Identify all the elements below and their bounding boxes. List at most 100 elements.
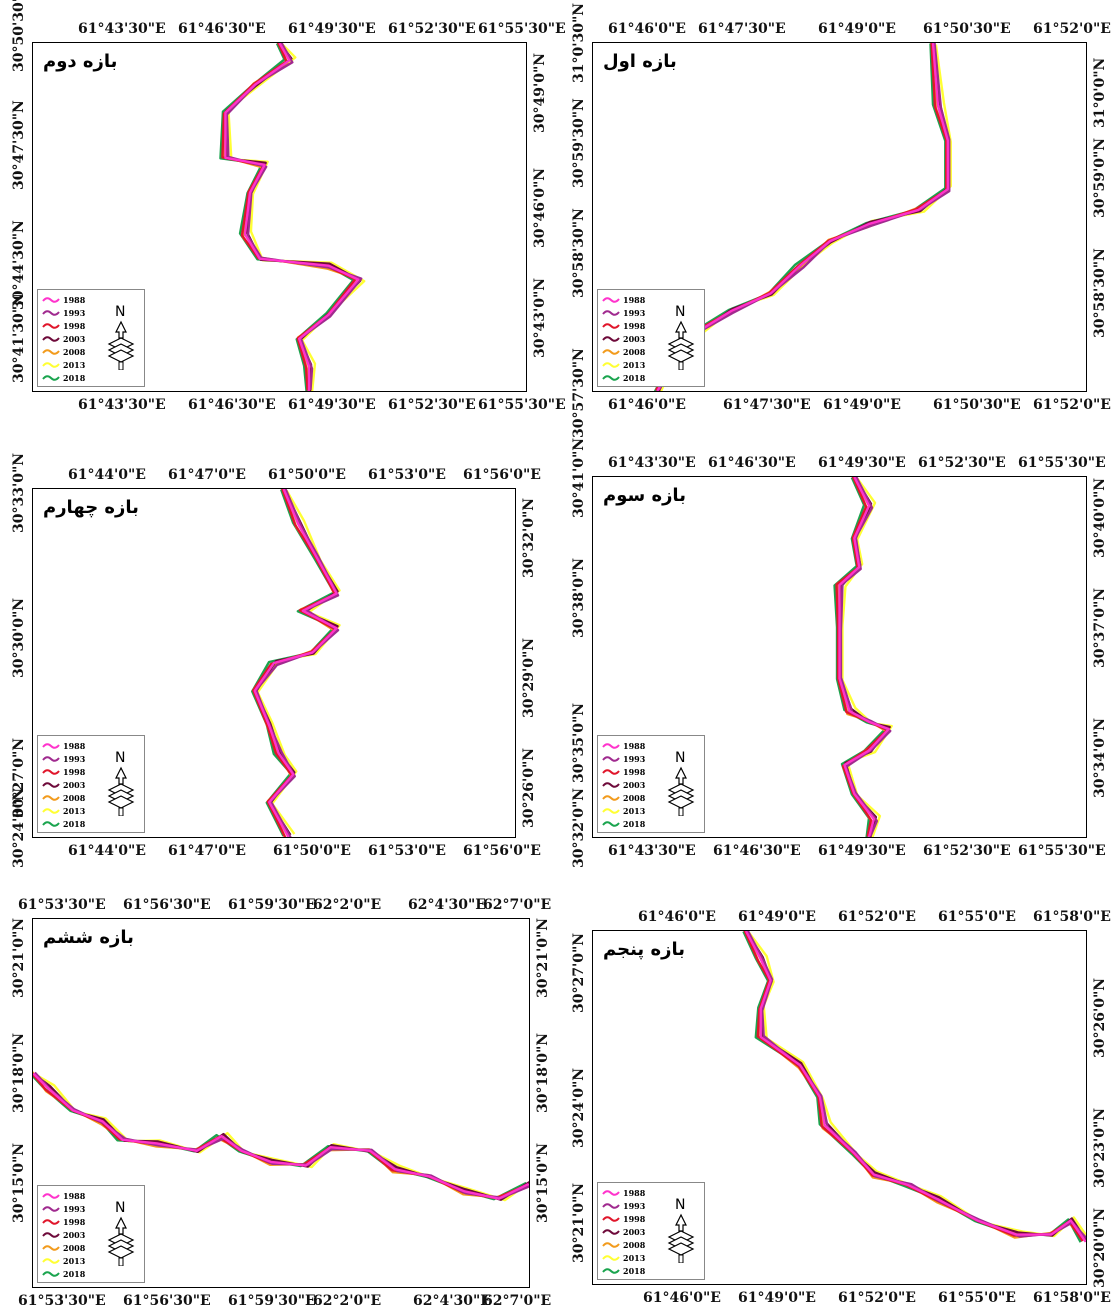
legend-swatch: [42, 743, 60, 749]
x-tick-label: 61°50'0"E: [273, 843, 351, 859]
legend-label: 1993: [623, 754, 646, 764]
legend-label: 1993: [623, 1201, 646, 1211]
x-tick-label: 62°4'30"E: [408, 897, 486, 913]
legend-item-2018: 2018: [42, 818, 85, 830]
y-tick-label: 30°32'0"N: [571, 787, 587, 868]
north-arrow-icon: N: [664, 304, 698, 371]
legend-swatch: [42, 808, 60, 814]
y-tick-label: 30°41'30"N: [11, 293, 27, 383]
legend-label: 1998: [623, 767, 646, 777]
river-2008: [744, 931, 1085, 1241]
legend-label: 1993: [63, 754, 86, 764]
legend-item-1998: 1998: [42, 766, 85, 778]
reach-title: بازه اول: [603, 51, 677, 72]
legend-item-2013: 2013: [602, 359, 645, 371]
y-tick-label: 30°30'0"N: [11, 597, 27, 678]
river-2008: [33, 1071, 529, 1199]
river-lines: [219, 43, 366, 391]
legend-label: 2003: [63, 334, 86, 344]
legend-swatch: [42, 1206, 60, 1212]
x-tick-label: 61°50'0"E: [268, 467, 346, 483]
x-tick-label: 61°56'0"E: [463, 843, 541, 859]
x-tick-label: 61°49'30"E: [818, 455, 906, 471]
legend-swatch: [42, 1193, 60, 1199]
river-1998: [743, 931, 1084, 1242]
legend-item-2013: 2013: [602, 805, 645, 817]
x-tick-label: 61°58'0"E: [1033, 909, 1111, 925]
y-tick-label: 30°23'0"N: [1092, 1107, 1108, 1188]
legend-swatch: [602, 1255, 620, 1261]
river-1988: [744, 931, 1086, 1243]
x-tick-label: 61°52'0"E: [1033, 397, 1111, 413]
river-2013: [841, 477, 893, 837]
north-arrow-icon: N: [104, 750, 138, 817]
x-tick-label: 61°46'0"E: [638, 909, 716, 925]
river-1998: [33, 1072, 528, 1200]
legend-swatch: [42, 1232, 60, 1238]
x-tick-label: 62°7'0"E: [483, 897, 552, 913]
legend-label: 2003: [63, 780, 86, 790]
legend-label: 2008: [623, 1240, 646, 1250]
legend: 1988 1993 1998 2003 2008 2013 2018 N: [37, 1185, 145, 1283]
x-tick-label: 61°55'30"E: [1018, 455, 1106, 471]
north-label: N: [115, 750, 126, 766]
river-lines: [742, 931, 1086, 1243]
north-label: N: [675, 750, 686, 766]
y-tick-label: 30°59'0"N: [1092, 137, 1108, 218]
map-frame: بازه اول 1988 1993 1998 2003 2008 2013 2018 N: [592, 42, 1087, 392]
legend-item-2013: 2013: [42, 805, 85, 817]
legend-item-1988: 1988: [602, 740, 645, 752]
y-tick-label: 30°26'0"N: [1092, 977, 1108, 1058]
x-tick-label: 61°44'0"E: [68, 843, 146, 859]
y-tick-label: 30°50'30"N: [11, 0, 27, 72]
x-tick-label: 61°55'30"E: [1018, 843, 1106, 859]
map-frame: بازه چهارم 1988 1993 1998 2003 2008 2013 2018 N: [32, 488, 516, 838]
legend-label: 2018: [623, 373, 646, 383]
north-label: N: [675, 304, 686, 320]
legend-item-1988: 1988: [42, 1190, 85, 1202]
y-tick-label: 30°32'0"N: [521, 497, 537, 578]
y-tick-label: 30°58'30"N: [571, 208, 587, 298]
legend-label: 2013: [63, 806, 86, 816]
x-tick-label: 61°52'30"E: [918, 455, 1006, 471]
x-tick-label: 61°46'30"E: [188, 397, 276, 413]
legend-swatch: [602, 743, 620, 749]
legend-swatch: [602, 1190, 620, 1196]
legend-swatch: [42, 782, 60, 788]
x-tick-label: 62°7'0"E: [483, 1293, 552, 1309]
river-lines: [251, 489, 341, 837]
legend-label: 2018: [63, 373, 86, 383]
legend-swatch: [42, 349, 60, 355]
x-tick-label: 61°52'0"E: [1033, 21, 1111, 37]
legend-label: 2008: [63, 793, 86, 803]
x-tick-label: 61°52'0"E: [838, 1290, 916, 1306]
y-tick-label: 30°29'0"N: [521, 637, 537, 718]
river-1988: [253, 489, 338, 837]
legend-swatch: [42, 1258, 60, 1264]
legend-item-1998: 1998: [42, 1216, 85, 1228]
x-tick-label: 61°43'30"E: [78, 21, 166, 37]
legend-label: 2008: [63, 347, 86, 357]
x-tick-label: 61°49'30"E: [288, 21, 376, 37]
legend-item-1988: 1988: [602, 294, 645, 306]
river-1988: [33, 1072, 529, 1200]
legend-item-2018: 2018: [602, 1265, 645, 1277]
legend-label: 2018: [623, 1266, 646, 1276]
legend-label: 2013: [63, 1256, 86, 1266]
y-tick-label: 30°27'0"N: [571, 932, 587, 1013]
river-2003: [745, 931, 1086, 1243]
legend-swatch: [602, 808, 620, 814]
legend-label: 1998: [623, 321, 646, 331]
legend-swatch: [602, 1203, 620, 1209]
legend-swatch: [602, 1268, 620, 1274]
legend-swatch: [602, 349, 620, 355]
legend-item-1998: 1998: [602, 1213, 645, 1225]
legend-swatch: [42, 756, 60, 762]
x-tick-label: 61°56'30"E: [123, 897, 211, 913]
x-tick-label: 61°50'30"E: [923, 21, 1011, 37]
legend-item-1988: 1988: [602, 1187, 645, 1199]
x-tick-label: 61°49'0"E: [823, 397, 901, 413]
legend-item-2013: 2013: [42, 1255, 85, 1267]
legend: 1988 1993 1998 2003 2008 2013 2018 N: [37, 289, 145, 387]
legend-item-1998: 1998: [42, 320, 85, 332]
